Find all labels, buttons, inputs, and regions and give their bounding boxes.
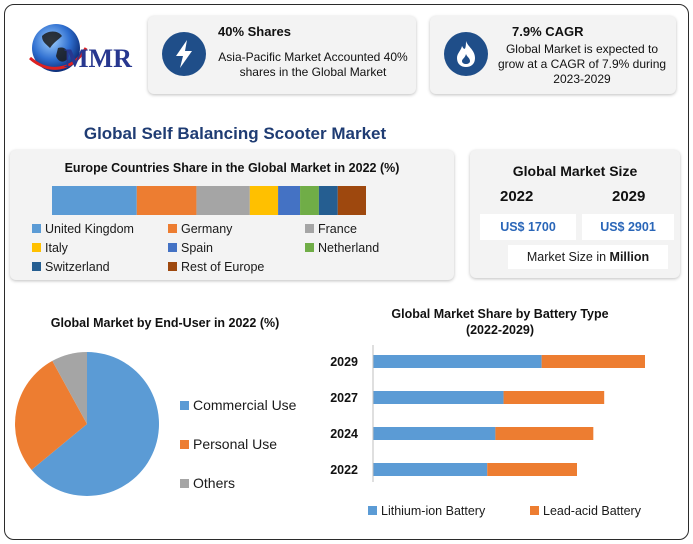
market-size-year-2022: 2022 [500,188,534,205]
bar-segment-rest-of-europe [337,186,366,215]
y-tick-label-2029: 2029 [330,355,358,369]
legend-swatch [530,506,539,515]
legend-label: United Kingdom [45,222,134,236]
bar-lead-acid-battery-2024 [495,427,594,440]
info-card-title: 7.9% CAGR [512,24,584,39]
legend-item-germany: Germany [168,222,232,236]
legend-swatch [168,243,177,252]
bar-lead-acid-battery-2027 [503,391,605,404]
flame-icon [444,32,488,76]
battery-chart-subtitle: (2022-2029) [465,323,535,337]
bar-lithium-ion-battery-2022 [373,463,488,476]
legend-label: Lithium-ion Battery [381,504,486,518]
legend-label: Lead-acid Battery [543,504,641,518]
legend-label: Netherland [318,241,380,255]
footnote-prefix: Market Size in [526,250,610,264]
market-size-value-2029: US$ 2901 [582,214,674,240]
legend-swatch [32,243,41,252]
bar-lead-acid-battery-2029 [541,355,645,368]
legend-item-commercial-use: Commercial Use [180,397,296,413]
legend-item-lithium-ion-battery: Lithium-ion Battery [368,504,485,518]
legend-label: France [318,222,357,236]
legend-label: Commercial Use [193,397,297,413]
legend-item-rest-of-europe: Rest of Europe [168,260,264,274]
legend-swatch [168,262,177,271]
legend-label: Germany [181,222,233,236]
bar-segment-spain [278,186,301,215]
bar-lead-acid-battery-2022 [487,463,577,476]
outer-frame [4,4,689,540]
legend-swatch [368,506,377,515]
bar-segment-france [196,186,250,215]
legend-item-switzerland: Switzerland [32,260,110,274]
bar-lithium-ion-battery-2024 [373,427,496,440]
market-size-value-2022: US$ 1700 [480,214,576,240]
bar-segment-netherland [300,186,319,215]
bar-segment-italy [249,186,279,215]
info-card-asia-pacific: 40% Shares Asia-Pacific Market Accounted… [148,16,416,94]
legend-item-lead-acid-battery: Lead-acid Battery [530,504,641,518]
bar-lithium-ion-battery-2029 [373,355,542,368]
legend-item-italy: Italy [32,241,68,255]
legend-item-united-kingdom: United Kingdom [32,222,134,236]
info-card-cagr: 7.9% CAGR Global Market is expected to g… [430,16,676,94]
legend-label: Switzerland [45,260,110,274]
legend-label: Others [193,475,236,491]
battery-chart-title: Global Market Share by Battery Type [391,307,609,321]
enduser-chart-title: Global Market by End-User in 2022 (%) [50,316,280,330]
market-size-title: Global Market Size [512,163,638,179]
pie-slice-others [52,352,87,424]
legend-swatch [32,262,41,271]
bar-segment-germany [136,186,197,215]
legend-swatch [305,224,314,233]
page-title: Global Self Balancing Scooter Market [83,124,387,143]
y-tick-label-2027: 2027 [330,391,358,405]
info-card-body: Global Market is expected to grow at a C… [497,42,667,86]
legend-label: Personal Use [193,436,278,452]
legend-swatch [305,243,314,252]
legend-item-spain: Spain [168,241,213,255]
legend-item-personal-use: Personal Use [180,436,277,452]
legend-item-others: Others [180,475,235,491]
legend-label: Italy [45,241,68,255]
info-card-title: 40% Shares [218,24,291,39]
pie-slice-personal-use [15,360,88,470]
legend-label: Spain [181,241,213,255]
legend-item-france: France [305,222,357,236]
y-tick-label-2024: 2024 [330,427,358,441]
legend-swatch [32,224,41,233]
bar-lithium-ion-battery-2027 [373,391,504,404]
lightning-icon [162,32,206,76]
bar-segment-switzerland [318,186,338,215]
market-size-year-2029: 2029 [612,188,646,205]
legend-swatch [168,224,177,233]
europe-chart-title: Europe Countries Share in the Global Mar… [64,161,400,175]
legend-swatch [180,479,189,488]
market-size-footnote: Market Size in Million [508,245,668,269]
globe-icon [29,24,88,72]
info-card-body: Asia-Pacific Market Accounted 40% shares… [218,50,408,79]
footnote-unit: Million [609,250,650,264]
legend-swatch [180,440,189,449]
legend-swatch [180,401,189,410]
logo-text: MMR [64,44,132,73]
pie-slice-commercial-use [31,352,159,496]
mmr-logo: MMR [28,18,158,88]
bar-segment-united-kingdom [52,186,137,215]
y-tick-label-2022: 2022 [330,463,358,477]
legend-label: Rest of Europe [181,260,265,274]
legend-item-netherland: Netherland [305,241,379,255]
